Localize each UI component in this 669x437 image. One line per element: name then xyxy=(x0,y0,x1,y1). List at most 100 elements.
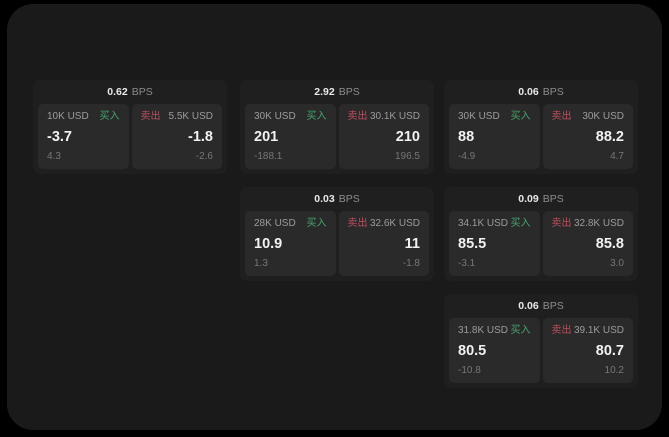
bps-header: 0.06 BPS xyxy=(444,80,638,104)
buy-amount-label: 31.8K USD xyxy=(458,325,509,336)
quote-card-body: 31.8K USD 买入 80.5 -10.8 卖出 39.1K USD 80.… xyxy=(444,318,638,383)
buy-tile-header: 31.8K USD 买入 xyxy=(458,326,531,336)
buy-tile-header: 28K USD 买入 xyxy=(254,219,327,229)
buy-delta-value: 4.3 xyxy=(47,151,61,162)
sell-price-value: -1.8 xyxy=(188,128,213,145)
sell-delta-value: 3.0 xyxy=(610,258,624,269)
bps-header: 0.09 BPS xyxy=(444,187,638,211)
buy-side-label: 买入 xyxy=(510,111,531,122)
buy-tile[interactable]: 30K USD 买入 88 -4.9 xyxy=(449,104,540,169)
buy-price-value: 201 xyxy=(254,128,279,145)
bps-unit-label: BPS xyxy=(542,299,564,312)
quote-card-body: 30K USD 买入 88 -4.9 卖出 30K USD 88.2 4.7 xyxy=(444,104,638,169)
bps-value: 0.06 xyxy=(518,85,539,98)
buy-side-label: 买入 xyxy=(99,111,120,122)
buy-amount-label: 30K USD xyxy=(254,111,296,122)
quote-card-body: 30K USD 买入 201 -188.1 卖出 30.1K USD 210 1… xyxy=(240,104,434,169)
sell-delta-value: 4.7 xyxy=(610,151,624,162)
sell-price-value: 88.2 xyxy=(595,128,624,145)
sell-tile[interactable]: 卖出 32.8K USD 85.8 3.0 xyxy=(542,211,633,276)
sell-tile[interactable]: 卖出 32.6K USD 11 -1.8 xyxy=(338,211,429,276)
bps-value: 0.06 xyxy=(518,299,539,312)
quote-card: 2.92 BPS 30K USD 买入 201 -188.1 卖出 30.1K … xyxy=(240,80,434,174)
buy-delta-value: -3.1 xyxy=(458,258,476,269)
sell-amount-label: 39.1K USD xyxy=(573,325,624,336)
buy-delta-value: -188.1 xyxy=(254,151,283,162)
sell-tile-header: 卖出 32.6K USD xyxy=(348,219,421,229)
sell-delta-value: -1.8 xyxy=(402,258,420,269)
sell-price-value: 210 xyxy=(395,128,420,145)
quotes-board-panel: 0.62 BPS 10K USD 买入 -3.7 4.3 卖出 5.5K USD… xyxy=(7,4,662,430)
sell-amount-label: 30K USD xyxy=(582,111,624,122)
buy-price-value: 10.9 xyxy=(254,235,283,252)
quote-card-body: 28K USD 买入 10.9 1.3 卖出 32.6K USD 11 -1.8 xyxy=(240,211,434,276)
sell-side-label: 卖出 xyxy=(551,218,572,229)
bps-unit-label: BPS xyxy=(338,85,360,98)
buy-tile-header: 30K USD 买入 xyxy=(458,112,531,122)
buy-side-label: 买入 xyxy=(510,325,531,336)
bps-header: 0.62 BPS xyxy=(33,80,227,104)
quote-card-body: 34.1K USD 买入 85.5 -3.1 卖出 32.8K USD 85.8… xyxy=(444,211,638,276)
sell-side-label: 卖出 xyxy=(551,325,572,336)
sell-tile-header: 卖出 32.8K USD xyxy=(552,219,625,229)
sell-tile-header: 卖出 30K USD xyxy=(552,112,625,122)
buy-tile[interactable]: 30K USD 买入 201 -188.1 xyxy=(245,104,336,169)
buy-tile[interactable]: 28K USD 买入 10.9 1.3 xyxy=(245,211,336,276)
bps-value: 0.62 xyxy=(107,85,128,98)
buy-side-label: 买入 xyxy=(306,218,327,229)
sell-side-label: 卖出 xyxy=(347,111,368,122)
bps-unit-label: BPS xyxy=(131,85,153,98)
buy-delta-value: 1.3 xyxy=(254,258,268,269)
buy-tile-header: 34.1K USD 买入 xyxy=(458,219,531,229)
bps-value: 2.92 xyxy=(314,85,335,98)
sell-side-label: 卖出 xyxy=(140,111,161,122)
bps-value: 0.03 xyxy=(314,192,335,205)
bps-header: 2.92 BPS xyxy=(240,80,434,104)
buy-tile-header: 10K USD 买入 xyxy=(47,112,120,122)
sell-amount-label: 30.1K USD xyxy=(369,111,420,122)
buy-amount-label: 10K USD xyxy=(47,111,89,122)
sell-tile-header: 卖出 5.5K USD xyxy=(141,112,214,122)
buy-side-label: 买入 xyxy=(306,111,327,122)
sell-tile[interactable]: 卖出 30K USD 88.2 4.7 xyxy=(542,104,633,169)
buy-amount-label: 30K USD xyxy=(458,111,500,122)
buy-tile[interactable]: 31.8K USD 买入 80.5 -10.8 xyxy=(449,318,540,383)
buy-price-value: 85.5 xyxy=(458,235,487,252)
sell-tile-header: 卖出 39.1K USD xyxy=(552,326,625,336)
sell-tile-header: 卖出 30.1K USD xyxy=(348,112,421,122)
sell-amount-label: 32.6K USD xyxy=(369,218,420,229)
sell-side-label: 卖出 xyxy=(551,111,572,122)
bps-unit-label: BPS xyxy=(338,192,360,205)
sell-tile[interactable]: 卖出 5.5K USD -1.8 -2.6 xyxy=(131,104,222,169)
sell-delta-value: -2.6 xyxy=(195,151,213,162)
buy-price-value: -3.7 xyxy=(47,128,72,145)
quote-card: 0.03 BPS 28K USD 买入 10.9 1.3 卖出 32.6K US… xyxy=(240,187,434,281)
quote-card: 0.06 BPS 31.8K USD 买入 80.5 -10.8 卖出 39.1… xyxy=(444,294,638,388)
sell-side-label: 卖出 xyxy=(347,218,368,229)
sell-tile[interactable]: 卖出 30.1K USD 210 196.5 xyxy=(338,104,429,169)
sell-delta-value: 196.5 xyxy=(394,151,420,162)
buy-amount-label: 28K USD xyxy=(254,218,296,229)
buy-delta-value: -10.8 xyxy=(458,365,481,376)
quote-card: 0.06 BPS 30K USD 买入 88 -4.9 卖出 30K USD 8… xyxy=(444,80,638,174)
quote-card-body: 10K USD 买入 -3.7 4.3 卖出 5.5K USD -1.8 -2.… xyxy=(33,104,227,169)
buy-tile[interactable]: 10K USD 买入 -3.7 4.3 xyxy=(38,104,129,169)
sell-delta-value: 10.2 xyxy=(604,365,624,376)
sell-amount-label: 5.5K USD xyxy=(168,111,213,122)
bps-header: 0.06 BPS xyxy=(444,294,638,318)
sell-tile[interactable]: 卖出 39.1K USD 80.7 10.2 xyxy=(542,318,633,383)
quote-card: 0.09 BPS 34.1K USD 买入 85.5 -3.1 卖出 32.8K… xyxy=(444,187,638,281)
buy-tile[interactable]: 34.1K USD 买入 85.5 -3.1 xyxy=(449,211,540,276)
buy-price-value: 80.5 xyxy=(458,342,487,359)
buy-price-value: 88 xyxy=(458,128,475,145)
sell-price-value: 11 xyxy=(404,235,420,252)
bps-unit-label: BPS xyxy=(542,192,564,205)
sell-amount-label: 32.8K USD xyxy=(573,218,624,229)
buy-side-label: 买入 xyxy=(510,218,531,229)
buy-amount-label: 34.1K USD xyxy=(458,218,509,229)
buy-tile-header: 30K USD 买入 xyxy=(254,112,327,122)
sell-price-value: 80.7 xyxy=(595,342,624,359)
bps-header: 0.03 BPS xyxy=(240,187,434,211)
buy-delta-value: -4.9 xyxy=(458,151,476,162)
